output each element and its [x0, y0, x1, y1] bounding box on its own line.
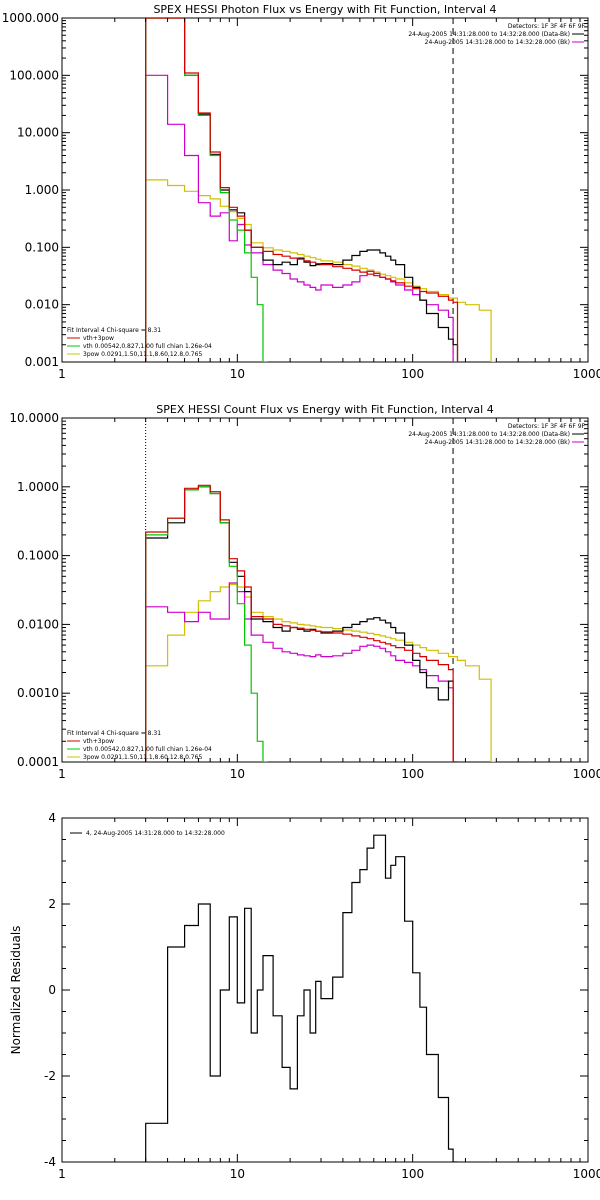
y-tick-label: 10.000: [17, 126, 59, 140]
y-tick-label: 0: [48, 983, 56, 997]
x-tick-label: 100: [401, 1167, 424, 1181]
residual-legend-label: 4, 24-Aug-2005 14:31:28.000 to 14:32:28.…: [86, 830, 225, 837]
fit-legend-title: Fit Interval 4 Chi-square = 8.31: [67, 730, 161, 737]
plot-frame: [61, 17, 589, 363]
series-data: [145, 834, 458, 1162]
y-tick-label: 0.001: [25, 355, 59, 369]
data-interval-label: 24-Aug-2005 14:31:28.000 to 14:32:28.000…: [408, 31, 570, 38]
x-tick-label: 1000: [573, 1167, 600, 1181]
x-tick-label: 1: [58, 767, 66, 781]
y-tick-label: 1.000: [25, 183, 59, 197]
chart-title: SPEX HESSI Count Flux vs Energy with Fit…: [156, 403, 493, 416]
detectors-label: Detectors: 1F 3F 4F 6F 9F: [508, 23, 586, 30]
y-tick-label: 0.0100: [17, 617, 59, 631]
y-tick-label: 1000.000: [2, 11, 59, 25]
fit-legend-powerlaw: 3pow 0.0291,1.50,11.1,8.60,12.8,0.765: [83, 754, 202, 761]
x-tick-label: 1: [58, 367, 66, 381]
y-tick-label: 2: [48, 897, 56, 911]
y-tick-label: 0.100: [25, 240, 59, 254]
plot-area: [145, 834, 458, 1162]
residual-legend: 4, 24-Aug-2005 14:31:28.000 to 14:32:28.…: [70, 830, 225, 837]
y-tick-label: 0.0010: [17, 686, 59, 700]
series-total: [145, 484, 458, 762]
fit-legend-thermal: vth 0.00542,0.827,1.00 full chian 1.26e-…: [83, 343, 212, 350]
y-tick-label: 1.0000: [17, 480, 59, 494]
x-tick-label: 1000: [573, 367, 600, 381]
y-tick-label: 0.0001: [17, 755, 59, 769]
y-tick-label: 10.0000: [9, 411, 59, 425]
x-tick-label: 100: [401, 767, 424, 781]
info-block: Detectors: 1F 3F 4F 6F 9F 24-Aug-2005 14…: [408, 23, 585, 46]
x-axis-ticks: 1 10 100 1000: [58, 818, 600, 1181]
series-total: [145, 18, 459, 362]
fit-legend-thermal: vth 0.00542,0.827,1.00 full chian 1.26e-…: [83, 746, 212, 753]
y-axis-ticks: 0.001 0.010 0.100 1.000 10.000 100.000 1000.00…: [2, 11, 588, 369]
x-tick-label: 1: [58, 1167, 66, 1181]
series-thermal: [145, 18, 268, 362]
fit-legend: Fit Interval 4 Chi-square = 8.31 vth+3po…: [67, 327, 212, 358]
x-tick-label: 10: [230, 767, 245, 781]
fit-legend-title: Fit Interval 4 Chi-square = 8.31: [67, 327, 161, 334]
y-tick-label: 0.1000: [17, 549, 59, 563]
fit-legend: Fit Interval 4 Chi-square = 8.31 vth+3po…: [67, 730, 212, 761]
plot-frame: [61, 817, 589, 1163]
x-tick-label: 10: [230, 1167, 245, 1181]
y-axis-ticks: 0.0001 0.0010 0.0100 0.1000 1.0000 10.0000: [9, 411, 588, 769]
y-tick-label: -2: [44, 1069, 56, 1083]
y-tick-label: 100.000: [9, 68, 59, 82]
x-axis-ticks: 1 10 100 1000: [58, 418, 600, 781]
count-flux-chart: SPEX HESSI Count Flux vs Energy with Fit…: [9, 403, 600, 781]
x-axis-ticks: 1 10 100 1000: [58, 18, 600, 381]
series-powerlaw: [145, 583, 496, 762]
y-tick-label: 0.010: [25, 298, 59, 312]
x-tick-label: 1000: [573, 767, 600, 781]
fit-legend-total: vth+3pow: [83, 738, 114, 745]
plot-frame: [61, 417, 589, 763]
photon-flux-chart: SPEX HESSI Photon Flux vs Energy with Fi…: [2, 3, 600, 381]
background-interval-label: 24-Aug-2005 14:31:28.000 to 14:32:28.000…: [425, 39, 570, 46]
series-background: [145, 74, 458, 362]
fit-legend-total: vth+3pow: [83, 335, 114, 342]
y-axis-ticks: -4 -2 0 2 4: [44, 811, 588, 1169]
y-tick-label: 4: [48, 811, 56, 825]
series-data: [145, 18, 459, 362]
background-interval-label: 24-Aug-2005 14:31:28.000 to 14:32:28.000…: [425, 439, 570, 446]
plot-area: [145, 418, 496, 762]
detectors-label: Detectors: 1F 3F 4F 6F 9F: [508, 423, 586, 430]
series-thermal: [145, 486, 268, 762]
series-powerlaw: [145, 179, 496, 362]
y-axis-label: Normalized Residuals: [9, 926, 23, 1055]
chart-title: SPEX HESSI Photon Flux vs Energy with Fi…: [153, 3, 496, 16]
plot-area: [145, 18, 496, 362]
y-tick-label: -4: [44, 1155, 56, 1169]
data-interval-label: 24-Aug-2005 14:31:28.000 to 14:32:28.000…: [408, 431, 570, 438]
x-tick-label: 100: [401, 367, 424, 381]
x-tick-label: 10: [230, 367, 245, 381]
fit-legend-powerlaw: 3pow 0.0291,1.50,11.1,8.60,12.8,0.765: [83, 351, 202, 358]
info-block: Detectors: 1F 3F 4F 6F 9F 24-Aug-2005 14…: [408, 423, 585, 446]
series-background: [145, 582, 458, 762]
